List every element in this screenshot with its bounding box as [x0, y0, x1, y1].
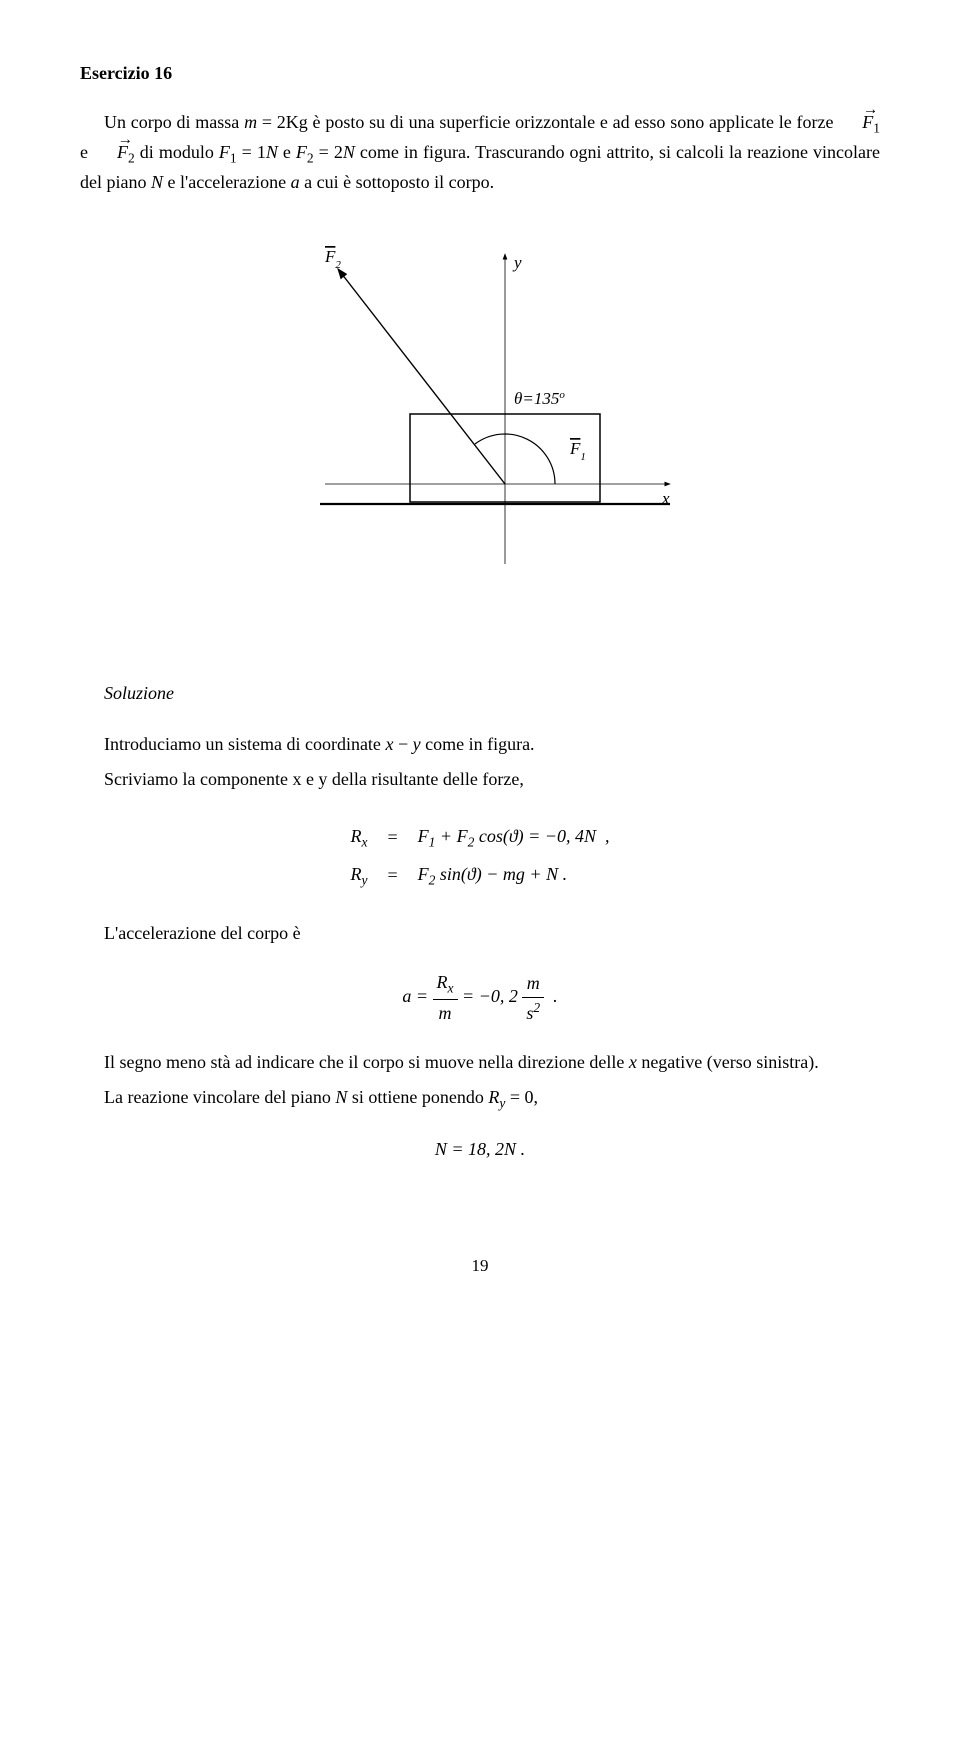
accel-intro: L'accelerazione del corpo è — [80, 920, 880, 947]
intro-coords: Introduciamo un sistema di coordinate x … — [80, 731, 880, 758]
force-diagram: F2 y θ=135o F1 x — [270, 224, 690, 624]
problem-statement: Un corpo di massa m = 2Kg è posto su di … — [80, 109, 880, 196]
exercise-title: Esercizio 16 — [80, 60, 880, 87]
diagram-container: F2 y θ=135o F1 x — [80, 224, 880, 624]
y-axis-label: y — [512, 253, 522, 272]
page-number: 19 — [80, 1253, 880, 1279]
theta-label: θ=135o — [514, 389, 565, 408]
eq-resultant-components: Rx = F1 + F2 cos(ϑ) = −0, 4N , Ry = F2 s… — [80, 819, 880, 895]
solution-heading: Soluzione — [104, 680, 880, 707]
eq-normal-force: N = 18, 2N . — [80, 1136, 880, 1163]
sign-explanation: Il segno meno stà ad indicare che il cor… — [80, 1049, 880, 1076]
f2-label: F2 — [324, 247, 341, 271]
eq-acceleration: a = Rxm = −0, 2 ms2 . — [80, 969, 880, 1027]
write-components: Scriviamo la componente x e y della risu… — [80, 766, 880, 793]
x-axis-label: x — [661, 489, 670, 508]
f1-label: F1 — [569, 439, 586, 463]
reaction-intro: La reazione vincolare del piano N si ott… — [80, 1084, 880, 1114]
